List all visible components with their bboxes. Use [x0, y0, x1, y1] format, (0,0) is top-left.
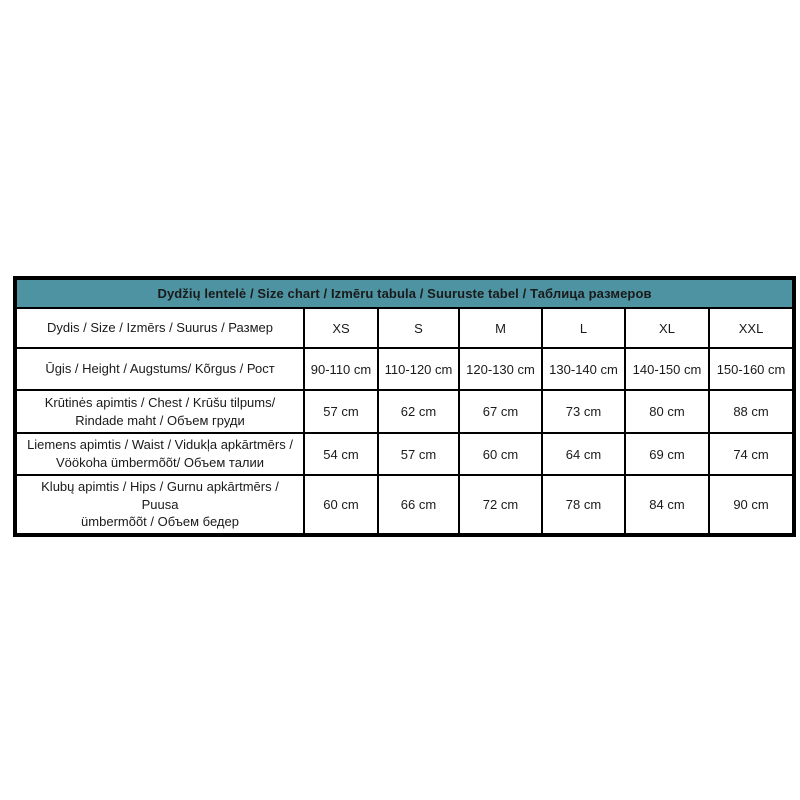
row-label-chest: Krūtinės apimtis / Chest / Krūšu tilpums… [14, 389, 305, 434]
size-chart-table: Dydžių lentelė / Size chart / Izmēru tab… [13, 276, 797, 537]
row-label-height: Ūgis / Height / Augstums/ Kõrgus / Рост [14, 347, 305, 391]
table-title: Dydžių lentelė / Size chart / Izmēru tab… [13, 277, 796, 309]
table-title-row: Dydžių lentelė / Size chart / Izmēru tab… [13, 277, 796, 309]
chest-value-xxl: 88 cm [707, 389, 796, 434]
height-value-xxl: 150-160 cm [707, 347, 796, 391]
hips-value-xs: 60 cm [303, 474, 379, 536]
waist-value-l: 64 cm [541, 432, 626, 476]
size-col-l: L [541, 307, 626, 349]
size-col-s: S [377, 307, 460, 349]
row-label-hips: Klubų apimtis / Hips / Gurnu apkārtmērs … [14, 474, 305, 536]
size-header-row: Dydis / Size / Izmērs / Suurus / Размер … [14, 307, 796, 349]
height-value-s: 110-120 cm [377, 347, 460, 391]
row-label-waist: Liemens apimtis / Waist / Vidukļa apkārt… [14, 432, 305, 476]
chest-value-s: 62 cm [377, 389, 460, 434]
chest-value-l: 73 cm [541, 389, 626, 434]
table-row-hips: Klubų apimtis / Hips / Gurnu apkārtmērs … [14, 474, 796, 536]
height-value-xl: 140-150 cm [624, 347, 710, 391]
chest-value-m: 67 cm [458, 389, 543, 434]
chest-value-xs: 57 cm [303, 389, 379, 434]
waist-value-xs: 54 cm [303, 432, 379, 476]
table-row-chest: Krūtinės apimtis / Chest / Krūšu tilpums… [14, 389, 796, 434]
size-col-xxl: XXL [707, 307, 796, 349]
waist-value-s: 57 cm [377, 432, 460, 476]
height-value-m: 120-130 cm [458, 347, 543, 391]
hips-value-s: 66 cm [377, 474, 460, 536]
size-col-m: M [458, 307, 543, 349]
table-row-waist: Liemens apimtis / Waist / Vidukļa apkārt… [14, 432, 796, 476]
waist-value-xxl: 74 cm [707, 432, 796, 476]
size-chart-container: Dydžių lentelė / Size chart / Izmēru tab… [13, 276, 797, 537]
hips-value-l: 78 cm [541, 474, 626, 536]
chest-value-xl: 80 cm [624, 389, 710, 434]
waist-value-xl: 69 cm [624, 432, 710, 476]
waist-value-m: 60 cm [458, 432, 543, 476]
height-value-xs: 90-110 cm [303, 347, 379, 391]
hips-value-xl: 84 cm [624, 474, 710, 536]
size-col-xl: XL [624, 307, 710, 349]
height-value-l: 130-140 cm [541, 347, 626, 391]
hips-value-xxl: 90 cm [707, 474, 796, 536]
row-label-size: Dydis / Size / Izmērs / Suurus / Размер [14, 307, 305, 349]
hips-value-m: 72 cm [458, 474, 543, 536]
table-row-height: Ūgis / Height / Augstums/ Kõrgus / Рост … [14, 347, 796, 391]
size-col-xs: XS [303, 307, 379, 349]
